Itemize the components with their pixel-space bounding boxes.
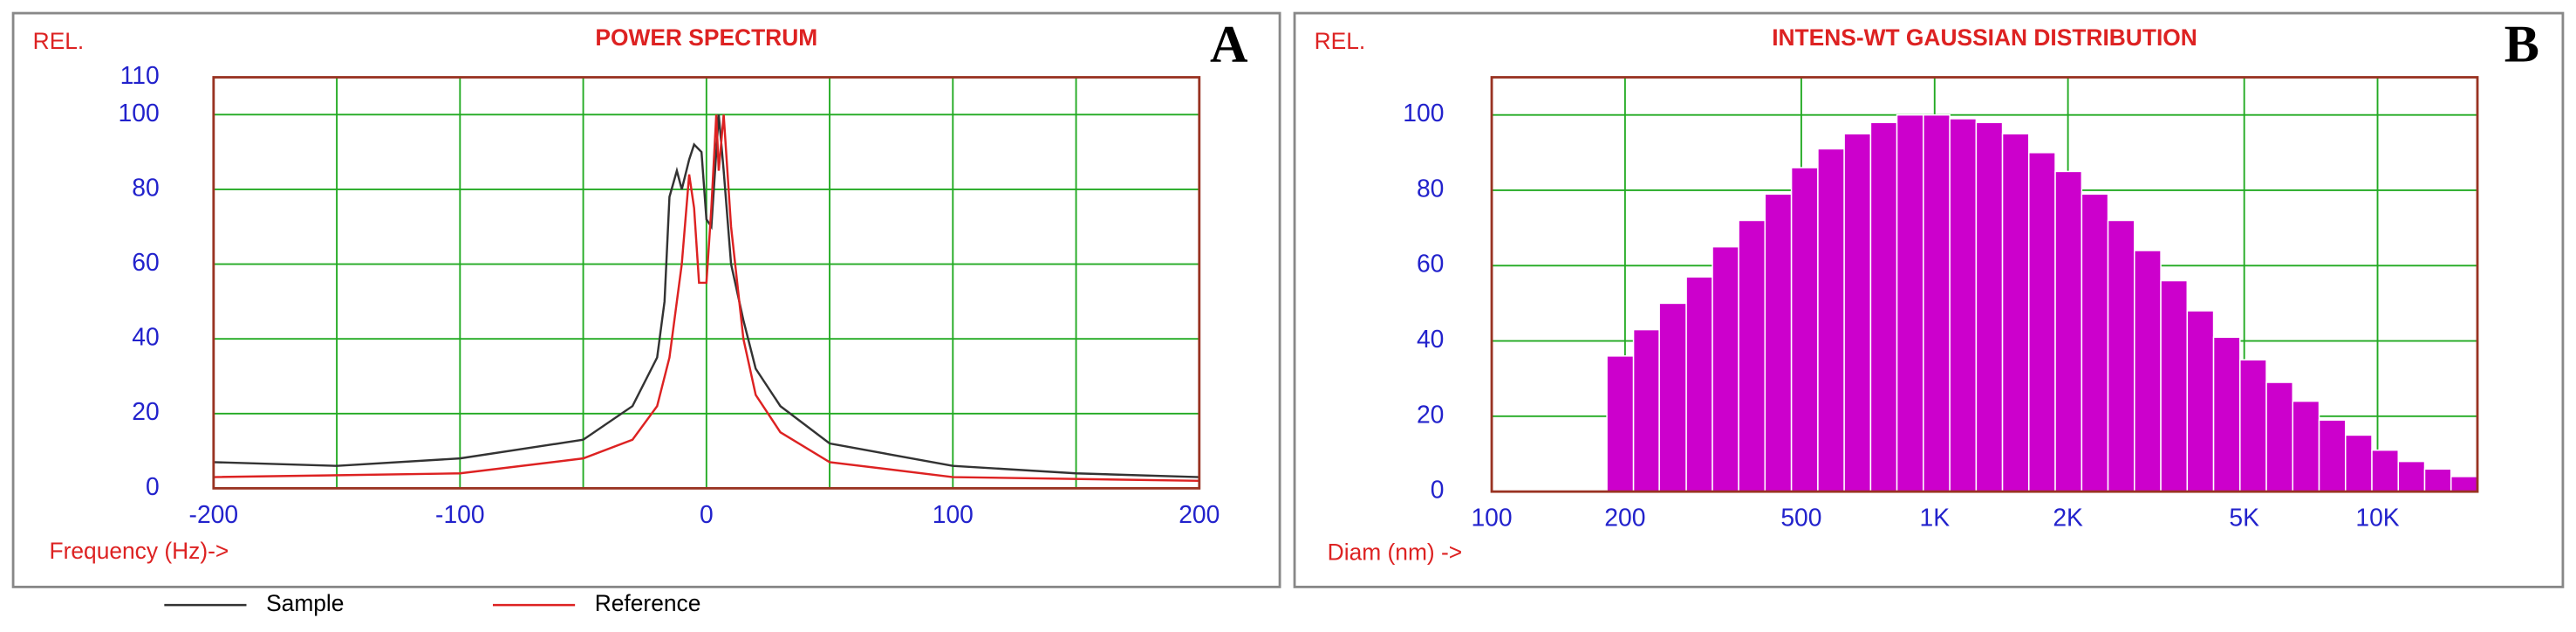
bar [1632, 328, 1660, 492]
y-tick-label: 0 [1431, 476, 1445, 504]
bar [1923, 113, 1951, 492]
bar [2160, 279, 2189, 492]
x-tick-label: -100 [435, 500, 485, 528]
y-axis-label: REL. [33, 28, 85, 54]
bar [1949, 118, 1978, 492]
bar [2134, 250, 2162, 492]
plot-frame [1490, 76, 2479, 493]
bar [1896, 113, 1924, 492]
panel-label: A [1210, 15, 1248, 73]
panel-frame [11, 11, 1281, 588]
data-line [213, 114, 1199, 478]
y-tick-label: 80 [132, 173, 159, 201]
y-tick-label: 80 [1417, 174, 1444, 202]
y-tick-label: 110 [120, 61, 160, 89]
data-line [213, 114, 1199, 483]
y-tick-label: 20 [132, 397, 159, 425]
chart-title: POWER SPECTRUM [595, 24, 817, 51]
bar [2028, 152, 2056, 492]
x-tick-label: 10K [2355, 504, 2399, 532]
legend-label: Reference [595, 590, 701, 616]
bar [1869, 121, 1898, 492]
y-tick-label: 20 [1417, 400, 1444, 428]
x-tick-label: 200 [1604, 504, 1645, 532]
bar [2107, 219, 2135, 492]
bar [2423, 468, 2452, 492]
bar [1790, 167, 1819, 492]
x-axis-label: Diam (nm) -> [1328, 539, 1463, 566]
x-tick-label: 100 [933, 500, 974, 528]
x-tick-label: 5K [2229, 504, 2259, 532]
bar [2265, 381, 2294, 492]
bar [1712, 245, 1739, 492]
bar [2081, 193, 2109, 492]
bar [2212, 336, 2241, 492]
bar [1843, 133, 1872, 492]
bar [1738, 219, 1766, 492]
bar [1606, 355, 1635, 492]
y-tick-label: 60 [1417, 250, 1444, 278]
legend-label: Sample [266, 590, 344, 616]
bar [2054, 170, 2083, 492]
x-tick-label: 500 [1780, 504, 1821, 532]
bar [2397, 460, 2426, 492]
y-tick-label: 100 [119, 99, 160, 127]
bar [1658, 302, 1687, 492]
bar [1685, 276, 1713, 492]
plot-frame [212, 76, 1201, 490]
y-tick-label: 100 [1403, 99, 1444, 127]
x-tick-label: 0 [700, 500, 714, 528]
y-axis-label: REL. [1315, 28, 1366, 54]
bar [2345, 434, 2373, 492]
bar [2186, 310, 2215, 492]
x-tick-label: 100 [1471, 504, 1512, 532]
x-tick-label: 2K [2053, 504, 2083, 532]
chart-title: INTENS-WT GAUSSIAN DISTRIBUTION [1772, 24, 2197, 51]
y-tick-label: 40 [132, 323, 159, 351]
bar [2292, 400, 2320, 492]
bar [1975, 121, 2004, 492]
bar [2239, 359, 2267, 492]
bar [2371, 449, 2400, 492]
x-tick-label: -200 [189, 500, 239, 528]
bar [2001, 133, 2030, 492]
panel-label: B [2504, 15, 2539, 73]
x-tick-label: 200 [1179, 500, 1220, 528]
bar [2450, 476, 2478, 492]
bar [2318, 419, 2347, 492]
bar [1817, 148, 1845, 492]
x-tick-label: 1K [1919, 504, 1950, 532]
y-tick-label: 60 [132, 248, 159, 276]
y-tick-label: 40 [1417, 325, 1444, 353]
y-tick-label: 0 [146, 472, 160, 500]
bar [1764, 193, 1793, 492]
x-axis-label: Frequency (Hz)-> [49, 538, 229, 564]
